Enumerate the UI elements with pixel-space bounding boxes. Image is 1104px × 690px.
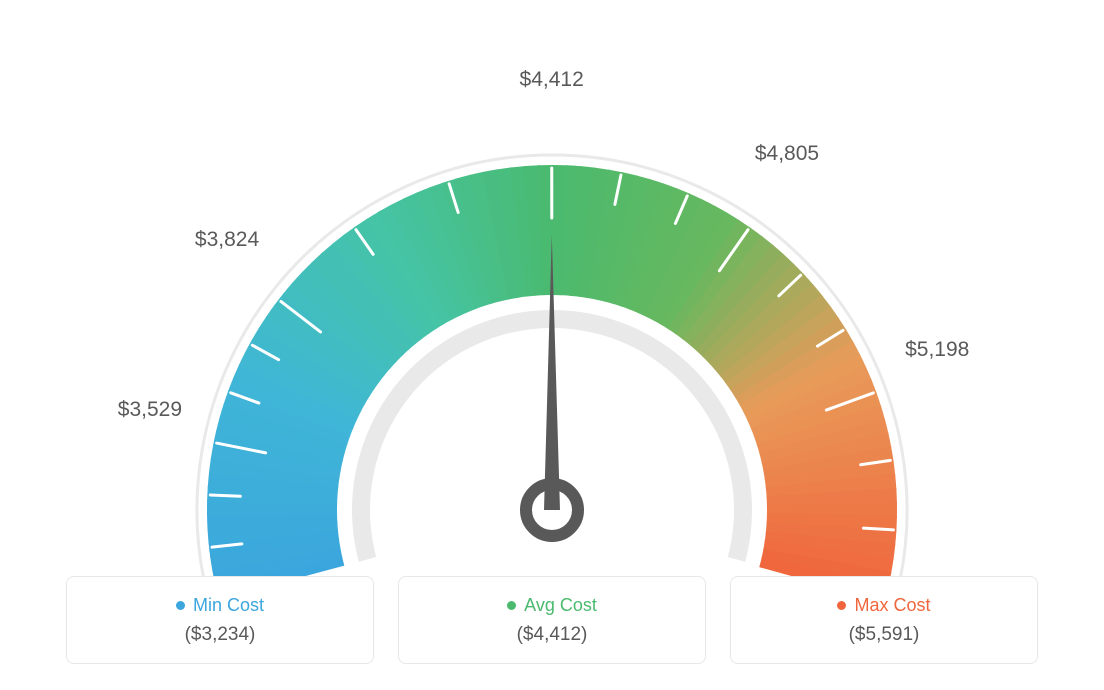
max-cost-title: Max Cost [854, 595, 930, 616]
summary-cards: Min Cost ($3,234) Avg Cost ($4,412) Max … [66, 576, 1038, 664]
gauge-tick-label: $5,198 [905, 338, 969, 362]
avg-cost-value: ($4,412) [517, 624, 588, 646]
gauge-tick-label: $3,824 [195, 228, 259, 252]
dot-icon [507, 601, 516, 610]
min-cost-value: ($3,234) [185, 624, 256, 646]
gauge-svg [0, 20, 1104, 580]
min-cost-title-row: Min Cost [176, 595, 264, 616]
max-cost-title-row: Max Cost [837, 595, 930, 616]
max-cost-card: Max Cost ($5,591) [730, 576, 1038, 664]
avg-cost-title: Avg Cost [524, 595, 597, 616]
gauge-tick-label: $4,805 [755, 142, 819, 166]
min-cost-card: Min Cost ($3,234) [66, 576, 374, 664]
dot-icon [837, 601, 846, 610]
avg-cost-card: Avg Cost ($4,412) [398, 576, 706, 664]
max-cost-value: ($5,591) [849, 624, 920, 646]
avg-cost-title-row: Avg Cost [507, 595, 597, 616]
cost-gauge: $3,234$3,529$3,824$4,412$4,805$5,198$5,5… [0, 0, 1104, 560]
dot-icon [176, 601, 185, 610]
gauge-tick-label: $4,412 [520, 68, 584, 92]
gauge-tick-label: $3,529 [118, 398, 182, 422]
min-cost-title: Min Cost [193, 595, 264, 616]
